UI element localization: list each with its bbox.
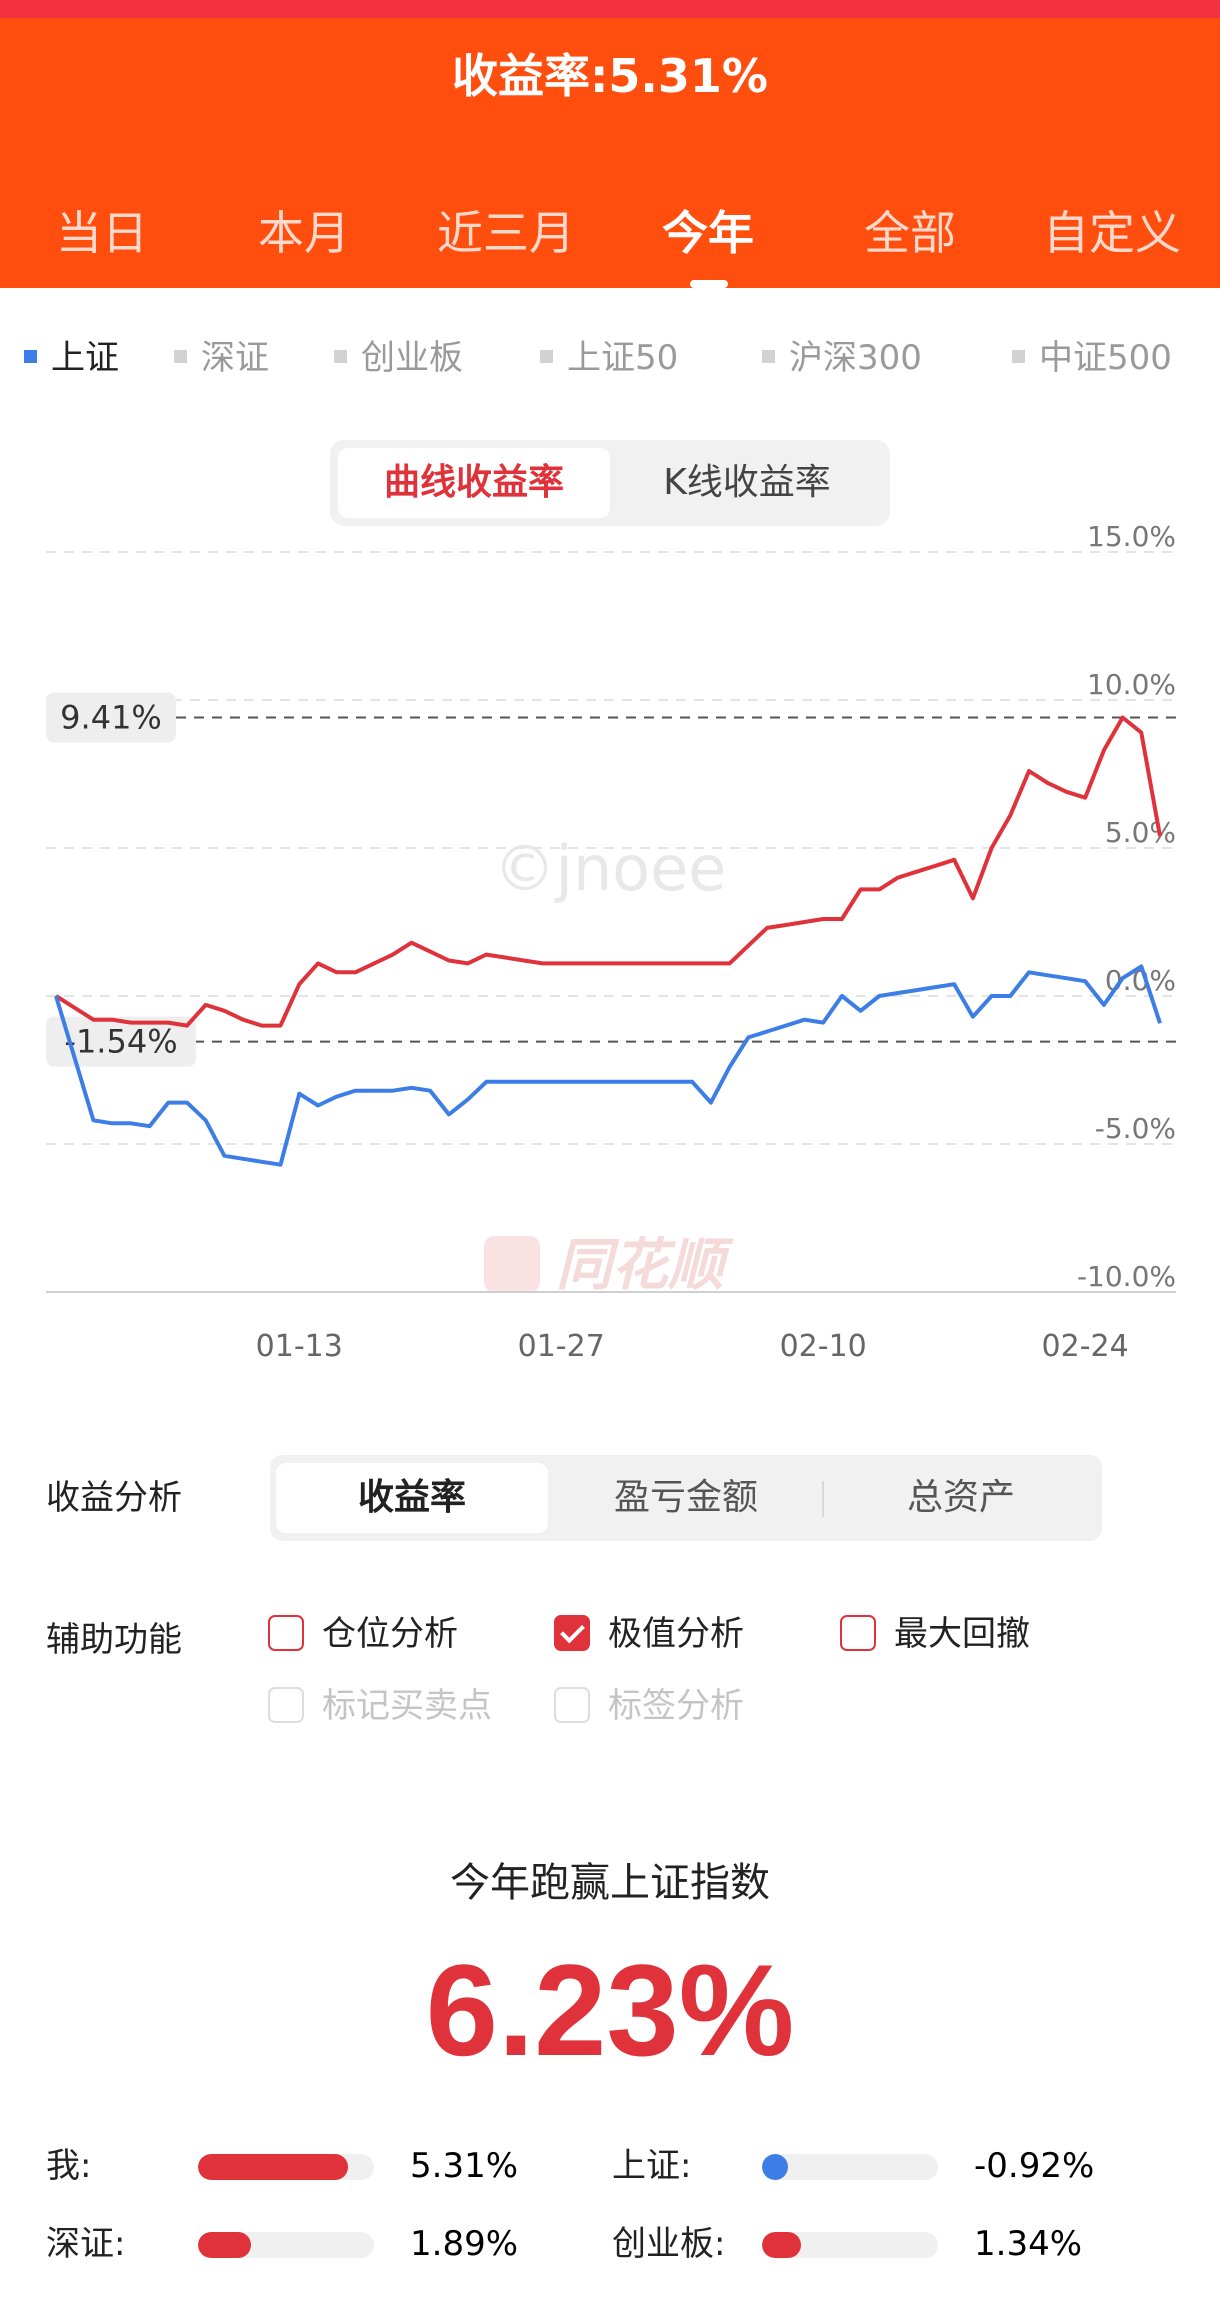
checkbox-icon [840,1614,876,1651]
beat-index-value: 6.23% [425,1937,795,2083]
curve-return-option[interactable]: 曲线收益率 [338,448,610,518]
checkbox-label: 极值分析 [608,1614,744,1654]
header: 收益率:5.31% 当日 本月 近三月 今年 全部 自定义 [0,18,1220,288]
my-return-bar [198,2154,374,2180]
x-tick-label: 01-27 [518,1329,605,1364]
chinext-label: 创业板: [612,2224,726,2264]
checkbox-icon [554,1686,590,1723]
extreme-analysis-checkbox[interactable]: 极值分析 [554,1612,744,1656]
index-csi500[interactable]: 中证500 [1012,330,1172,386]
tab-this-month[interactable]: 本月 [258,206,350,260]
shanghai-value: -0.92% [974,2146,1095,2186]
total-assets-option[interactable]: 总资产 [906,1477,1015,1518]
chinext-bar [762,2232,938,2258]
bar-fill [762,2232,801,2258]
index-csi300[interactable]: 沪深300 [762,330,922,386]
min-value-badge [46,1016,196,1067]
chart-mode-toggle: 曲线收益率 K线收益率 [330,440,890,526]
position-analysis-checkbox[interactable]: 仓位分析 [268,1612,458,1656]
period-tabs: 当日 本月 近三月 今年 全部 自定义 [0,178,1220,288]
legend-dot-icon [540,350,553,363]
tab-this-year[interactable]: 今年 [606,178,810,288]
shanghai-index-line [54,964,1162,1167]
tab-custom[interactable]: 自定义 [1043,206,1181,260]
bar-fill [762,2154,789,2180]
x-tick-label: 02-24 [1042,1329,1129,1364]
status-strip [0,0,1220,18]
checkbox-label: 标记买卖点 [322,1686,492,1726]
shanghai-bar [762,2154,938,2180]
index-shenzhen[interactable]: 深证 [174,330,269,386]
chinext-value: 1.34% [974,2224,1083,2264]
trade-points-checkbox[interactable]: 标记买卖点 [268,1684,492,1728]
my-return-line [54,715,1162,1028]
index-selector: 上证 深证 创业板 上证50 沪深300 中证500 [0,330,1220,386]
index-label: 沪深300 [789,338,922,378]
checkbox-label: 仓位分析 [322,1614,458,1654]
profit-loss-option[interactable]: 盈亏金额 [613,1477,758,1518]
tag-analysis-checkbox[interactable]: 标签分析 [554,1684,744,1728]
legend-dot-icon [334,350,347,363]
shenzhen-label: 深证: [46,2224,126,2264]
return-rate-option[interactable]: 收益率 [276,1463,548,1533]
index-label: 上证50 [567,338,679,378]
brand-watermark: 同花顺 [556,1233,734,1298]
analysis-toggle: 收益率 盈亏金额 总资产 [270,1455,1102,1541]
shenzhen-bar [198,2232,374,2258]
y-tick-label: -10.0% [1077,1260,1176,1293]
checkbox-icon [268,1686,304,1723]
return-chart[interactable]: ©jnoee同花顺15.0%10.0%5.0%0.0%-5.0%-10.0%9.… [0,520,1220,1380]
index-label: 中证500 [1039,338,1172,378]
index-shanghai[interactable]: 上证 [24,330,119,386]
index-chinext[interactable]: 创业板 [334,330,463,386]
beat-index-title: 今年跑赢上证指数 [450,1860,770,1906]
assist-label: 辅助功能 [46,1620,182,1660]
y-tick-label: -5.0% [1095,1112,1176,1145]
bar-fill [198,2154,348,2180]
tab-today[interactable]: 当日 [56,206,148,260]
my-return-value: 5.31% [410,2146,519,2186]
x-tick-label: 01-13 [256,1329,343,1364]
analysis-label: 收益分析 [46,1478,182,1518]
index-sse50[interactable]: 上证50 [540,330,678,386]
max-drawdown-checkbox[interactable]: 最大回撤 [840,1612,1030,1656]
checkbox-label: 最大回撤 [894,1614,1030,1654]
y-tick-label: 5.0% [1105,816,1176,849]
legend-dot-icon [24,350,37,363]
divider [822,1481,824,1517]
index-label: 深证 [201,338,269,378]
max-value-badge [46,692,176,743]
legend-dot-icon [762,350,775,363]
tab-three-months[interactable]: 近三月 [437,206,575,260]
shenzhen-value: 1.89% [410,2224,519,2264]
bar-fill [198,2232,251,2258]
checkbox-checked-icon [554,1614,590,1651]
y-tick-label: 10.0% [1087,668,1176,701]
watermark-text: ©jnoee [494,832,727,905]
index-label: 创业板 [361,338,463,378]
page-title: 收益率:5.31% [452,49,768,103]
y-tick-label: 15.0% [1087,520,1176,553]
shanghai-label: 上证: [612,2146,692,2186]
brand-logo-icon [484,1236,540,1292]
index-label: 上证 [51,338,119,378]
checkbox-icon [268,1614,304,1651]
min-value-label: -1.54% [64,1023,177,1061]
checkbox-label: 标签分析 [608,1686,744,1726]
my-return-label: 我: [46,2146,92,2186]
max-value-label: 9.41% [60,698,162,736]
legend-dot-icon [1012,350,1025,363]
tab-all[interactable]: 全部 [864,206,956,260]
kline-return-option[interactable]: K线收益率 [663,462,831,503]
legend-dot-icon [174,350,187,363]
x-tick-label: 02-10 [780,1329,867,1364]
